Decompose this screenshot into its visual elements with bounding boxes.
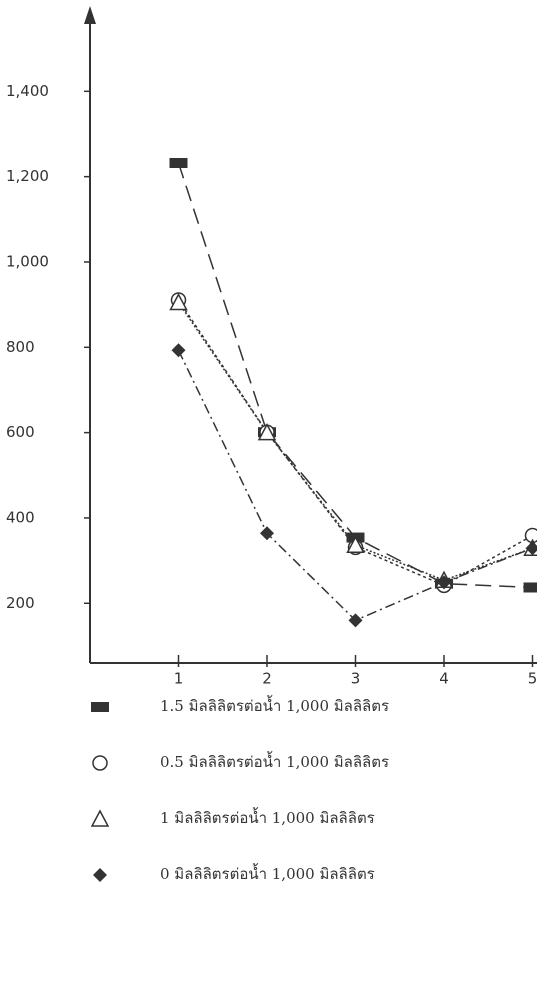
marker bbox=[348, 613, 363, 628]
series-line bbox=[177, 299, 533, 587]
x-tick-label: 1 bbox=[174, 670, 184, 688]
legend-label: 1 มิลลิลิตรต่อน้ำ 1,000 มิลลิลิตร bbox=[160, 807, 375, 827]
legend-marker bbox=[93, 868, 107, 882]
x-tick-label: 3 bbox=[351, 670, 361, 688]
x-tick-label: 4 bbox=[439, 670, 449, 688]
legend-marker bbox=[91, 702, 109, 712]
legend-item: 1.5 มิลลิลิตรต่อน้ำ 1,000 มิลลิลิตร bbox=[91, 695, 389, 715]
marker bbox=[346, 535, 365, 554]
plot-area bbox=[169, 157, 537, 628]
marker bbox=[437, 575, 451, 590]
legend-item: 0.5 มิลลิลิตรต่อน้ำ 1,000 มิลลิลิตร bbox=[92, 751, 389, 771]
x-tick-label: 5 bbox=[528, 670, 537, 688]
y-tick-label: 200 bbox=[6, 594, 35, 612]
legend-item: 1 มิลลิลิตรต่อน้ำ 1,000 มิลลิลิตร bbox=[90, 807, 375, 827]
y-tick-label: 1,200 bbox=[6, 167, 49, 185]
legend-label: 1.5 มิลลิลิตรต่อน้ำ 1,000 มิลลิลิตร bbox=[160, 695, 389, 715]
legend-label: 0 มิลลิลิตรต่อน้ำ 1,000 มิลลิลิตร bbox=[160, 863, 375, 883]
marker bbox=[169, 157, 188, 168]
marker bbox=[169, 292, 188, 311]
y-tick-label: 400 bbox=[6, 508, 35, 526]
legend-marker bbox=[90, 809, 110, 827]
marker bbox=[524, 527, 537, 544]
series-line bbox=[177, 349, 533, 622]
marker bbox=[525, 541, 537, 556]
marker bbox=[257, 423, 277, 441]
y-tick-label: 1,400 bbox=[6, 82, 49, 100]
legend-label: 0.5 มิลลิลิตรต่อน้ำ 1,000 มิลลิลิตร bbox=[160, 751, 389, 771]
legend: 1.5 มิลลิลิตรต่อน้ำ 1,000 มิลลิลิตร 0.5 ม… bbox=[90, 695, 389, 883]
series-line bbox=[177, 162, 533, 589]
axis-arrow bbox=[84, 6, 96, 24]
marker bbox=[171, 343, 186, 358]
y-tick-label: 1,000 bbox=[6, 252, 49, 270]
marker bbox=[260, 526, 274, 541]
legend-item: 0 มิลลิลิตรต่อน้ำ 1,000 มิลลิลิตร bbox=[93, 863, 375, 883]
y-tick-label: 600 bbox=[6, 423, 35, 441]
legend-marker bbox=[92, 755, 108, 771]
y-tick-label: 800 bbox=[6, 338, 35, 356]
marker bbox=[523, 582, 537, 593]
x-tick-label: 2 bbox=[262, 670, 272, 688]
